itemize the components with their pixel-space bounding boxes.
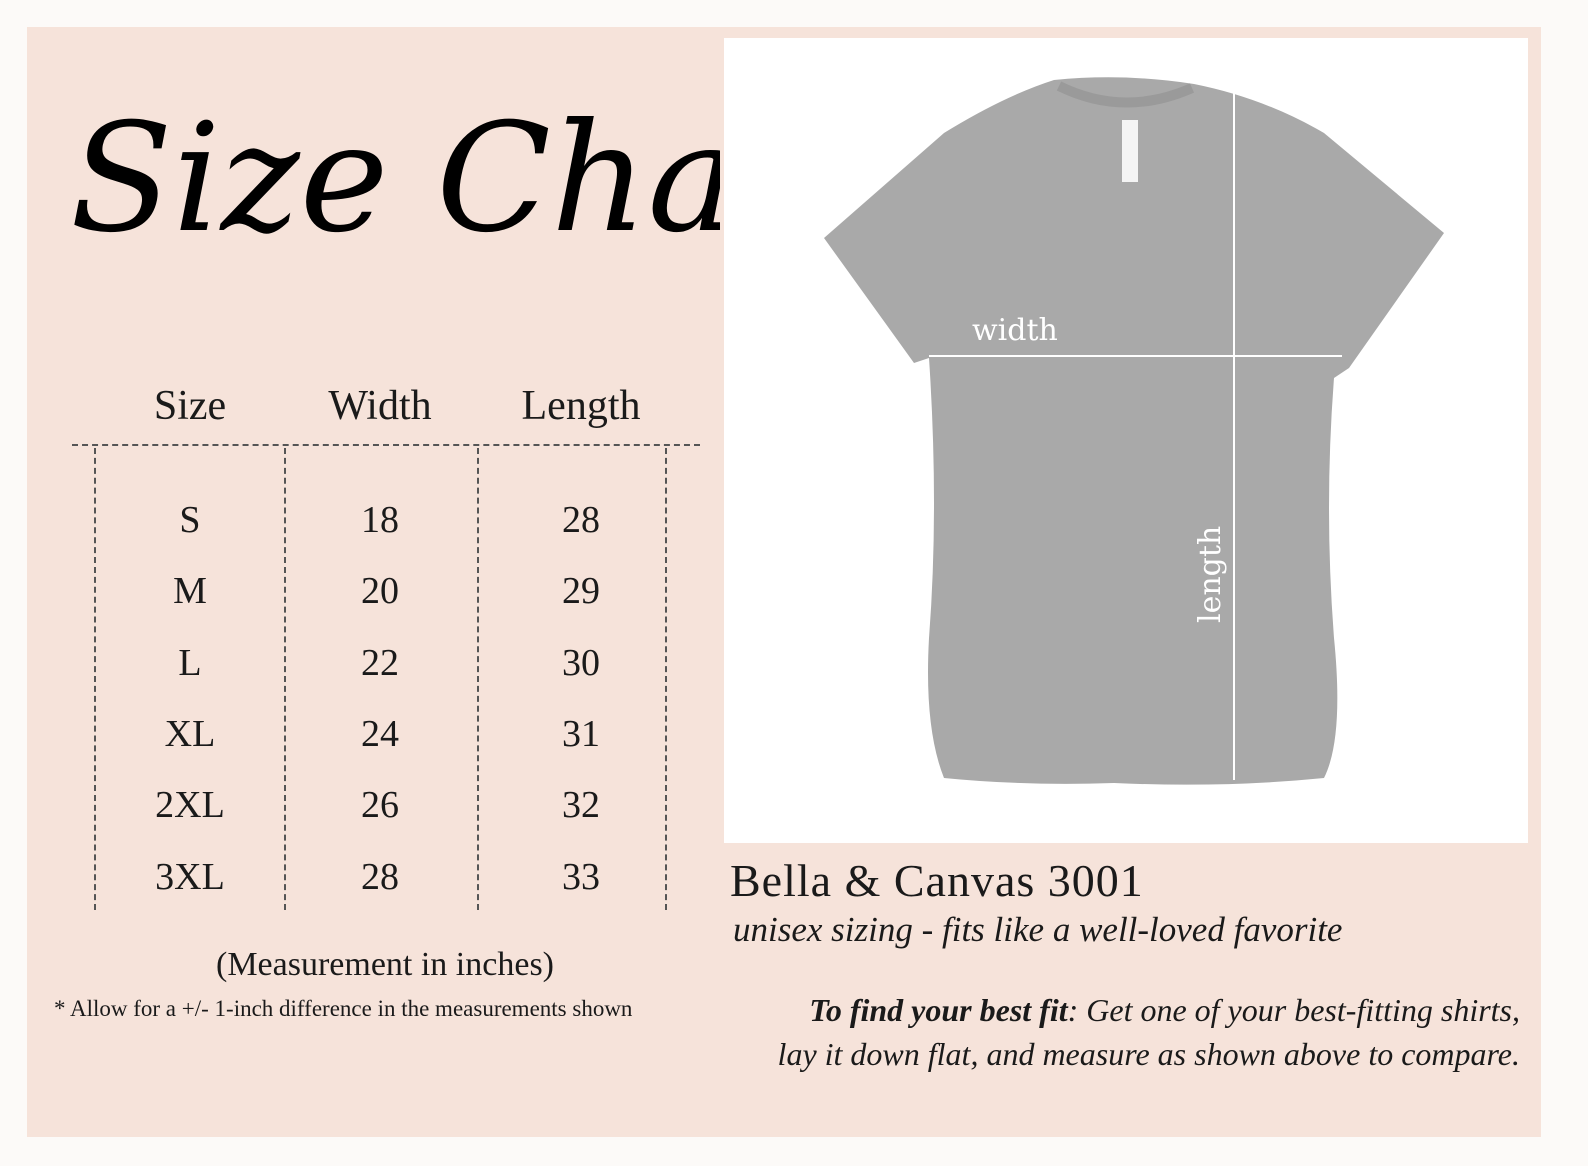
length-cell: 28 — [562, 499, 600, 541]
size-cell: S — [179, 499, 201, 541]
size-cell: 3XL — [155, 855, 225, 898]
length-cell: 31 — [562, 712, 600, 755]
fit-text-2: lay it down flat, and measure as shown a… — [777, 1036, 1520, 1072]
length-label: length — [1193, 526, 1228, 623]
width-cell: 18 — [361, 499, 399, 541]
header-length: Length — [521, 383, 641, 429]
tshirt-body — [824, 77, 1444, 785]
fit-lead: To find your best fit — [809, 992, 1068, 1028]
column-divider — [94, 448, 96, 910]
tag-icon — [1122, 120, 1138, 182]
fit-instructions: To find your best fit: Get one of your b… — [700, 988, 1520, 1076]
fit-text-1: : Get one of your best-fitting shirts, — [1067, 992, 1520, 1028]
tshirt-photo: width length — [724, 38, 1528, 843]
length-cell: 33 — [562, 855, 600, 898]
unit-note: (Measurement in inches) — [216, 946, 554, 983]
length-cell: 29 — [562, 570, 600, 613]
header-size: Size — [153, 383, 227, 429]
size-cell: M — [173, 570, 207, 613]
length-cell: 30 — [562, 641, 600, 684]
size-cell: XL — [164, 712, 216, 755]
header-width: Width — [328, 383, 432, 429]
tolerance-note: * Allow for a +/- 1-inch difference in t… — [54, 996, 633, 1021]
header-divider — [72, 444, 700, 446]
width-cell: 24 — [361, 712, 399, 755]
product-subtitle: unisex sizing - fits like a well-loved f… — [733, 910, 1343, 949]
product-name: Bella & Canvas 3001 — [730, 855, 1144, 906]
column-divider — [477, 448, 479, 910]
width-cell: 22 — [361, 641, 399, 684]
width-label: width — [972, 313, 1058, 348]
column-divider — [665, 448, 667, 910]
size-chart-title: Size Chart — [70, 92, 720, 266]
width-cell: 28 — [361, 855, 399, 898]
width-cell: 26 — [361, 784, 399, 827]
width-cell: 20 — [361, 570, 399, 613]
column-divider — [284, 448, 286, 910]
size-cell: 2XL — [155, 784, 225, 827]
tshirt-image: width length — [824, 77, 1444, 785]
size-cell: L — [178, 641, 202, 684]
length-cell: 32 — [562, 784, 600, 827]
title-text: Size Chart — [70, 92, 720, 266]
